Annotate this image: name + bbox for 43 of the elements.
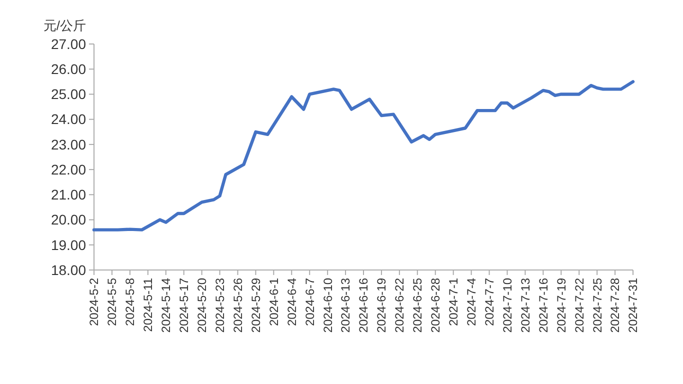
- y-tick-label: 18.00: [50, 262, 86, 278]
- x-tick-label: 2024-5-2: [87, 278, 102, 326]
- y-tick-label: 22.00: [50, 161, 86, 178]
- x-tick-label: 2024-7-28: [608, 278, 622, 333]
- x-tick-label: 2024-7-16: [536, 278, 550, 333]
- x-tick-label: 2024-6-1: [266, 278, 281, 326]
- y-tick-label: 26.00: [50, 61, 86, 78]
- x-tick-label: 2024-7-10: [500, 278, 514, 333]
- x-tick-label: 2024-6-22: [392, 278, 407, 333]
- x-tick-label: 2024-7-25: [590, 278, 604, 333]
- x-tick-label: 2024-7-4: [464, 278, 478, 326]
- x-tick-label: 2024-7-13: [518, 278, 532, 333]
- x-tick-label: 2024-5-5: [105, 278, 120, 326]
- x-tick-label: 2024-7-31: [626, 278, 640, 333]
- x-tick-label: 2024-5-26: [230, 278, 245, 333]
- x-tick-label: 2024-6-13: [338, 278, 353, 333]
- x-tick-label: 2024-7-19: [554, 278, 568, 333]
- y-tick-label: 19.00: [50, 236, 86, 253]
- x-tick-label: 2024-7-7: [482, 278, 496, 326]
- x-tick-label: 2024-6-7: [302, 278, 317, 326]
- x-tick-label: 2024-6-16: [356, 278, 371, 333]
- x-tick-label: 2024-5-20: [195, 278, 209, 333]
- x-tick-label: 2024-6-10: [320, 278, 335, 333]
- x-tick-label: 2024-6-25: [410, 278, 425, 333]
- y-tick-label: 24.00: [50, 111, 86, 128]
- x-tick-label: 2024-5-8: [123, 278, 138, 326]
- x-tick-label: 2024-5-29: [248, 278, 263, 333]
- y-tick-label: 20.00: [50, 212, 86, 228]
- line-series: [92, 80, 635, 232]
- x-tick-label: 2024-5-11: [141, 278, 156, 332]
- x-tick-label: 2024-5-23: [212, 278, 227, 333]
- x-tick-label: 2024-5-14: [159, 278, 174, 333]
- y-tick-label: 23.00: [50, 136, 86, 152]
- x-tick-label: 2024-6-19: [374, 278, 389, 333]
- y-tick-label: 27.00: [50, 36, 86, 52]
- y-tick-label: 25.00: [50, 86, 86, 102]
- x-tick-label: 2024-7-22: [572, 278, 586, 333]
- x-tick-label: 2024-6-4: [284, 278, 299, 326]
- y-axis-title: 元/公斤: [43, 18, 86, 33]
- x-tick-label: 2024-6-28: [428, 278, 443, 333]
- y-tick-label: 21.00: [50, 186, 86, 203]
- x-tick-label: 2024-7-1: [446, 278, 461, 326]
- x-tick-label: 2024-5-17: [177, 278, 192, 333]
